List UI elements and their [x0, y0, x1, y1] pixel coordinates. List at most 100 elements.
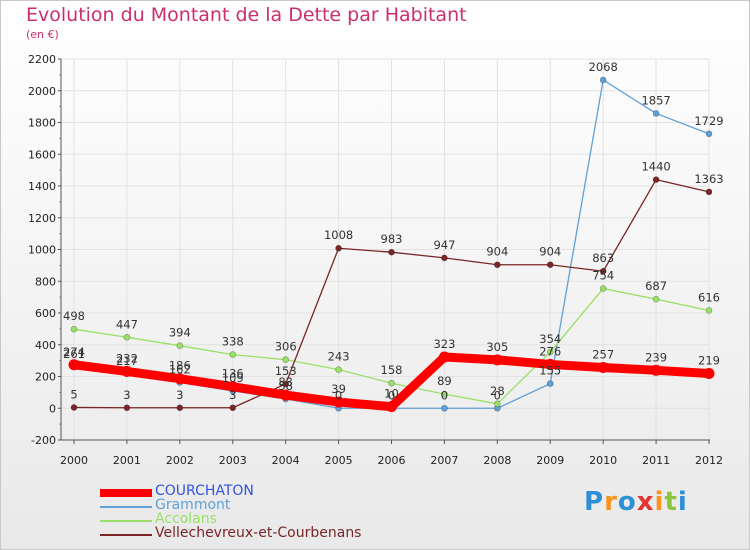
data-label-accolans: 28 — [490, 384, 505, 398]
data-label-courchaton: 39 — [331, 382, 346, 396]
y-tick-label: 2200 — [28, 53, 56, 66]
x-tick-label: 2008 — [483, 454, 511, 467]
data-label-vellechevreux-et-courbenans: 1008 — [324, 228, 353, 242]
data-point-vellechevreux-et-courbenans — [335, 244, 342, 252]
series-layer — [68, 76, 715, 413]
data-point-vellechevreux-et-courbenans — [494, 261, 501, 269]
data-label-accolans: 243 — [328, 350, 350, 364]
label-layer: 261 217 162 109 58 0 0 0 0 155 2068 1857 1729 498 447 3… — [63, 60, 724, 402]
data-label-grammont: 0 — [441, 388, 448, 402]
data-point-courchaton — [544, 358, 556, 370]
data-label-vellechevreux-et-courbenans: 3 — [229, 388, 236, 402]
y-tick-label: -200 — [31, 434, 56, 447]
data-label-grammont: 0 — [494, 388, 501, 402]
data-label-accolans: 338 — [222, 335, 244, 349]
data-point-accolans — [494, 400, 501, 408]
data-label-courchaton: 257 — [592, 347, 614, 361]
data-point-vellechevreux-et-courbenans — [599, 267, 607, 275]
data-label-accolans: 89 — [437, 374, 452, 388]
y-tick-label: 600 — [35, 307, 56, 320]
data-label-vellechevreux-et-courbenans: 153 — [275, 364, 297, 378]
data-point-accolans — [335, 366, 342, 373]
data-point-courchaton — [650, 364, 662, 376]
x-tick-label: 2000 — [60, 454, 88, 467]
legend-label: COURCHATON — [155, 483, 254, 499]
data-label-courchaton: 186 — [169, 359, 191, 373]
data-label-courchaton: 276 — [539, 344, 561, 358]
data-label-courchaton: 232 — [116, 351, 138, 365]
data-point-grammont — [652, 110, 660, 117]
data-point-accolans — [282, 356, 289, 363]
data-label-vellechevreux-et-courbenans: 1440 — [641, 160, 670, 174]
x-tick-label: 2011 — [642, 454, 670, 467]
data-label-accolans: 354 — [539, 332, 561, 346]
data-label-courchaton: 136 — [222, 367, 244, 381]
legend-swatch — [100, 520, 152, 522]
legend-swatch — [100, 534, 152, 536]
data-label-vellechevreux-et-courbenans: 947 — [433, 238, 455, 252]
data-label-grammont: 261 — [63, 347, 85, 361]
data-point-grammont — [599, 76, 607, 84]
data-label-courchaton: 274 — [63, 345, 85, 359]
data-point-vellechevreux-et-courbenans — [282, 380, 289, 388]
y-tick-label: 800 — [35, 275, 56, 288]
data-label-accolans: 498 — [63, 309, 85, 323]
legend-label: Accolans — [155, 511, 217, 527]
y-tick-label: 200 — [35, 371, 56, 384]
data-label-courchaton: 305 — [486, 340, 508, 354]
data-point-courchaton — [386, 401, 397, 413]
data-point-courchaton — [597, 361, 609, 373]
data-point-courchaton — [68, 359, 80, 371]
axis-layer: -200020040060080010001200140016001800200… — [28, 53, 723, 467]
data-point-courchaton — [333, 396, 345, 408]
x-tick-label: 2009 — [536, 454, 564, 467]
data-label-accolans: 447 — [116, 317, 138, 331]
data-point-vellechevreux-et-courbenans — [652, 176, 660, 183]
data-label-accolans: 306 — [275, 340, 297, 354]
x-tick-label: 2004 — [272, 454, 300, 467]
logo-letter: r — [604, 487, 618, 517]
data-point-vellechevreux-et-courbenans — [546, 261, 554, 269]
data-label-accolans: 394 — [169, 326, 191, 340]
data-point-accolans — [388, 379, 395, 387]
data-point-grammont — [546, 380, 554, 387]
data-point-vellechevreux-et-courbenans — [229, 404, 237, 412]
data-label-grammont: 0 — [335, 388, 342, 402]
y-tick-label: 1400 — [28, 180, 56, 193]
y-tick-label: 400 — [35, 339, 56, 352]
data-point-vellechevreux-et-courbenans — [388, 248, 395, 256]
data-point-vellechevreux-et-courbenans — [123, 404, 131, 412]
data-label-grammont: 1729 — [694, 114, 723, 128]
data-label-grammont: 109 — [222, 371, 244, 385]
logo-letter: t — [664, 487, 678, 517]
x-tick-label: 2007 — [430, 454, 458, 467]
x-tick-label: 2002 — [166, 454, 194, 467]
logo-letter: P — [584, 487, 605, 517]
data-point-vellechevreux-et-courbenans — [176, 404, 184, 412]
logo-letter: i — [654, 487, 665, 517]
data-point-courchaton — [227, 381, 239, 393]
legend-label: Grammont — [155, 497, 231, 513]
legend-label: Vellechevreux-et-Courbenans — [155, 525, 362, 541]
x-tick-label: 2001 — [113, 454, 141, 467]
data-point-accolans — [652, 295, 660, 303]
y-tick-label: 0 — [49, 402, 56, 415]
data-point-accolans — [70, 325, 78, 333]
grid-layer — [61, 58, 710, 441]
data-label-courchaton: 323 — [433, 337, 455, 351]
data-point-courchaton — [438, 351, 450, 363]
logo-letter: o — [617, 487, 637, 517]
logo-letter: i — [677, 487, 688, 517]
data-label-accolans: 754 — [592, 269, 614, 283]
data-point-accolans — [176, 342, 184, 350]
data-label-vellechevreux-et-courbenans: 863 — [592, 251, 614, 265]
data-label-grammont: 155 — [539, 364, 561, 378]
data-point-accolans — [229, 351, 237, 358]
data-label-accolans: 616 — [698, 290, 720, 304]
x-tick-label: 2003 — [219, 454, 247, 467]
x-tick-label: 2005 — [325, 454, 353, 467]
chart-title: Evolution du Montant de la Dette par Hab… — [26, 4, 467, 26]
data-label-grammont: 1857 — [641, 93, 670, 107]
data-label-grammont: 162 — [169, 363, 191, 377]
